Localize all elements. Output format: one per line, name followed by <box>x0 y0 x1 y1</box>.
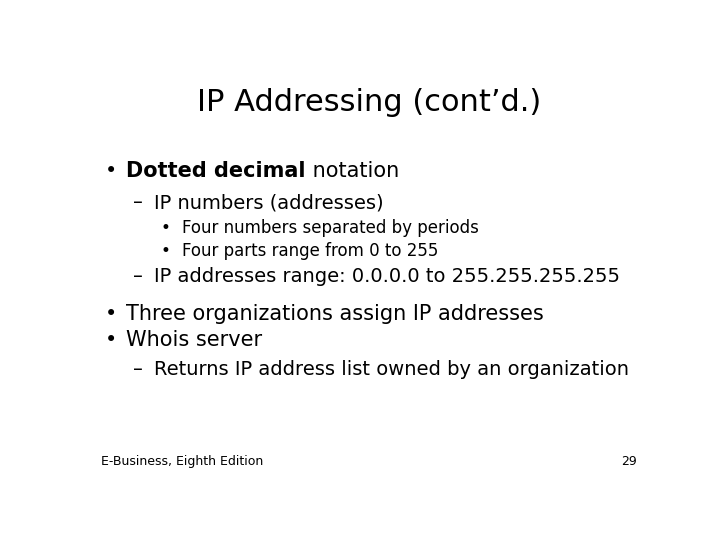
Text: Four numbers separated by periods: Four numbers separated by periods <box>182 219 479 237</box>
Text: notation: notation <box>306 161 399 181</box>
Text: –: – <box>133 267 143 286</box>
Text: •: • <box>105 330 117 350</box>
Text: –: – <box>133 193 143 212</box>
Text: Three organizations assign IP addresses: Three organizations assign IP addresses <box>126 304 544 325</box>
Text: •: • <box>161 219 171 237</box>
Text: IP addresses range: 0.0.0.0 to 255.255.255.255: IP addresses range: 0.0.0.0 to 255.255.2… <box>154 267 620 286</box>
Text: •: • <box>105 304 117 325</box>
Text: IP numbers (addresses): IP numbers (addresses) <box>154 193 384 212</box>
Text: •: • <box>105 161 117 181</box>
Text: Whois server: Whois server <box>126 330 262 350</box>
Text: •: • <box>161 242 171 260</box>
Text: –: – <box>133 360 143 379</box>
Text: Dotted decimal: Dotted decimal <box>126 161 306 181</box>
Text: 29: 29 <box>621 455 637 468</box>
Text: Four parts range from 0 to 255: Four parts range from 0 to 255 <box>182 242 438 260</box>
Text: Returns IP address list owned by an organization: Returns IP address list owned by an orga… <box>154 360 629 379</box>
Text: IP Addressing (cont’d.): IP Addressing (cont’d.) <box>197 87 541 117</box>
Text: E-Business, Eighth Edition: E-Business, Eighth Edition <box>101 455 264 468</box>
